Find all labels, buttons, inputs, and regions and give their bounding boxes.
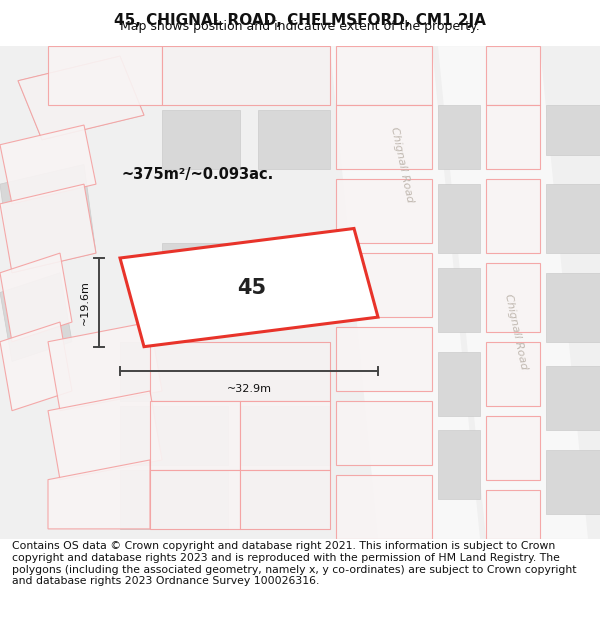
- Polygon shape: [150, 342, 330, 401]
- Text: Map shows position and indicative extent of the property.: Map shows position and indicative extent…: [120, 20, 480, 33]
- Polygon shape: [162, 46, 330, 106]
- Polygon shape: [0, 46, 600, 539]
- Text: 45: 45: [238, 278, 266, 298]
- Text: ~32.9m: ~32.9m: [227, 384, 271, 394]
- Polygon shape: [48, 391, 162, 479]
- Polygon shape: [330, 46, 480, 539]
- Polygon shape: [486, 179, 540, 253]
- Polygon shape: [162, 243, 240, 292]
- Polygon shape: [120, 406, 228, 465]
- Polygon shape: [120, 342, 330, 401]
- Polygon shape: [258, 110, 330, 169]
- Polygon shape: [438, 46, 588, 539]
- Polygon shape: [0, 253, 72, 342]
- Polygon shape: [486, 263, 540, 332]
- Polygon shape: [438, 106, 480, 169]
- Text: ~19.6m: ~19.6m: [80, 280, 90, 325]
- Polygon shape: [336, 475, 432, 539]
- Polygon shape: [546, 106, 600, 154]
- Polygon shape: [438, 184, 480, 253]
- Polygon shape: [18, 56, 144, 140]
- Polygon shape: [48, 46, 162, 106]
- Polygon shape: [0, 164, 96, 272]
- Polygon shape: [240, 470, 330, 529]
- Polygon shape: [0, 272, 72, 361]
- Polygon shape: [18, 56, 144, 140]
- Polygon shape: [438, 352, 480, 416]
- Polygon shape: [240, 401, 330, 470]
- Polygon shape: [240, 470, 330, 529]
- Polygon shape: [486, 106, 540, 169]
- Polygon shape: [150, 401, 240, 470]
- Polygon shape: [258, 243, 330, 292]
- Polygon shape: [48, 460, 150, 529]
- Polygon shape: [486, 416, 540, 479]
- Polygon shape: [48, 322, 162, 411]
- Polygon shape: [162, 110, 240, 169]
- Polygon shape: [168, 243, 330, 322]
- Polygon shape: [336, 179, 432, 243]
- Polygon shape: [546, 184, 600, 253]
- Polygon shape: [486, 342, 540, 406]
- Polygon shape: [0, 322, 72, 411]
- Polygon shape: [336, 253, 432, 317]
- Polygon shape: [0, 125, 96, 204]
- Text: Chignall Road: Chignall Road: [389, 126, 415, 203]
- Polygon shape: [546, 450, 600, 514]
- Polygon shape: [240, 406, 330, 465]
- Text: 45, CHIGNAL ROAD, CHELMSFORD, CM1 2JA: 45, CHIGNAL ROAD, CHELMSFORD, CM1 2JA: [114, 13, 486, 28]
- Polygon shape: [336, 106, 432, 169]
- Polygon shape: [486, 46, 540, 106]
- Polygon shape: [162, 46, 330, 106]
- Polygon shape: [120, 229, 378, 347]
- Polygon shape: [150, 470, 240, 529]
- Polygon shape: [0, 184, 96, 272]
- Polygon shape: [546, 366, 600, 431]
- Polygon shape: [336, 401, 432, 465]
- Polygon shape: [438, 431, 480, 499]
- Polygon shape: [486, 489, 540, 539]
- Text: Chignall Road: Chignall Road: [503, 293, 529, 371]
- Text: ~375m²/~0.093ac.: ~375m²/~0.093ac.: [122, 167, 274, 182]
- Text: Contains OS data © Crown copyright and database right 2021. This information is : Contains OS data © Crown copyright and d…: [12, 541, 577, 586]
- Polygon shape: [546, 272, 600, 342]
- Polygon shape: [336, 46, 432, 106]
- Polygon shape: [120, 470, 228, 529]
- Polygon shape: [336, 327, 432, 391]
- Polygon shape: [438, 268, 480, 332]
